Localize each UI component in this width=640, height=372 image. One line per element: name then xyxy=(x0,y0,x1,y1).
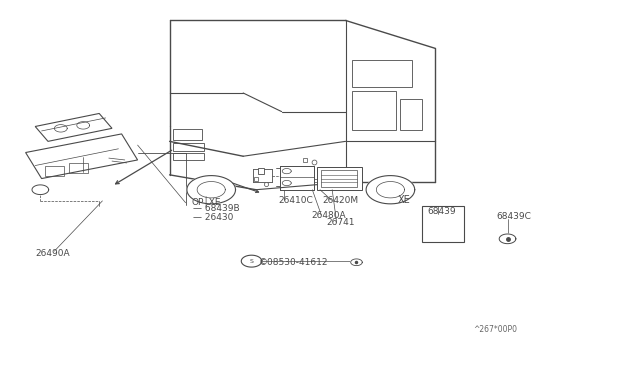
Text: OP│XE: OP│XE xyxy=(192,197,221,207)
Polygon shape xyxy=(499,234,516,244)
Text: 26410C: 26410C xyxy=(278,196,313,205)
Polygon shape xyxy=(187,176,236,204)
Text: ©08530-41612: ©08530-41612 xyxy=(259,258,329,267)
Text: 26480A: 26480A xyxy=(311,211,346,219)
Text: — 68439B: — 68439B xyxy=(193,204,240,213)
Bar xyxy=(173,143,204,151)
Text: 26420M: 26420M xyxy=(322,196,358,205)
Bar xyxy=(400,99,422,130)
Bar xyxy=(422,206,464,242)
Text: S: S xyxy=(250,259,253,264)
Bar xyxy=(321,170,357,187)
Polygon shape xyxy=(241,255,262,267)
Bar xyxy=(173,129,202,140)
Bar xyxy=(352,60,412,87)
Polygon shape xyxy=(351,259,362,266)
Text: XE: XE xyxy=(398,195,411,205)
Text: — 26430: — 26430 xyxy=(193,213,234,222)
Text: 26490A: 26490A xyxy=(35,249,70,258)
Bar xyxy=(352,91,396,130)
Bar xyxy=(45,166,64,176)
Text: 68439C: 68439C xyxy=(496,212,531,221)
Bar xyxy=(317,167,362,190)
Bar xyxy=(173,153,204,160)
Polygon shape xyxy=(366,176,415,204)
Text: 68439: 68439 xyxy=(428,207,456,216)
Text: ^267*00P0: ^267*00P0 xyxy=(474,325,518,334)
Polygon shape xyxy=(32,185,49,195)
Bar xyxy=(69,163,88,173)
Text: 26741: 26741 xyxy=(326,218,355,227)
